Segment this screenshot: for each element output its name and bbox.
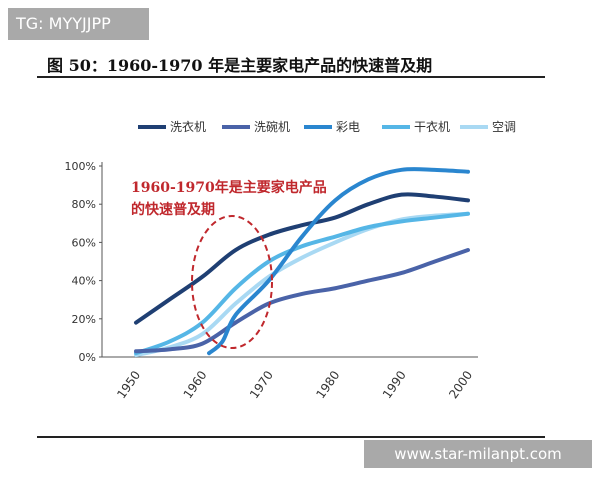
channel-tag: TG: MYYJJPP — [8, 8, 149, 40]
legend-item: 空调 — [460, 120, 516, 134]
legend-label: 彩电 — [336, 120, 360, 134]
x-tick-label: 1960 — [181, 368, 210, 401]
legend-item: 彩电 — [304, 120, 360, 134]
top-rule — [37, 76, 545, 78]
legend-item: 干衣机 — [382, 119, 450, 134]
legend-label: 洗碗机 — [254, 119, 290, 134]
watermark-banner: www.star-milanpt.com — [364, 440, 592, 468]
annotation-line-1: 1960-1970年是主要家电产品 — [131, 179, 327, 196]
x-tick-label: 2000 — [446, 368, 475, 401]
series-line-2 — [134, 248, 470, 354]
legend-label: 空调 — [492, 120, 516, 134]
y-tick-label: 0% — [79, 351, 96, 364]
bottom-rule — [37, 436, 545, 438]
annotation-line-2: 的快速普及期 — [131, 201, 215, 218]
y-tick-label: 60% — [72, 236, 96, 249]
x-tick-label: 1970 — [247, 368, 276, 401]
y-tick-label: 80% — [72, 198, 96, 211]
series-line-5 — [134, 211, 470, 358]
x-tick-label: 1990 — [380, 368, 409, 401]
y-tick-label: 100% — [65, 160, 96, 173]
chart-series — [134, 167, 470, 358]
legend-label: 干衣机 — [414, 119, 450, 134]
line-chart: 洗衣机 洗碗机 彩电 干衣机 空调 0% 20% 40% 60% 80% 100% 1950 1960… — [65, 119, 516, 401]
y-tick-label: 20% — [72, 313, 96, 326]
legend-label: 洗衣机 — [170, 119, 206, 134]
x-tick-label: 1980 — [313, 368, 342, 401]
figure-title: 图 50：1960-1970 年是主要家电产品的快速普及期 — [47, 56, 433, 75]
y-tick-label: 40% — [72, 275, 96, 288]
chart-legend: 洗衣机 洗碗机 彩电 干衣机 空调 — [138, 119, 516, 134]
series-line-4 — [134, 211, 470, 356]
series-line-1 — [134, 192, 470, 325]
legend-item: 洗碗机 — [222, 119, 290, 134]
highlight-ellipse — [191, 215, 273, 349]
legend-item: 洗衣机 — [138, 119, 206, 134]
series-line-3 — [207, 167, 470, 356]
x-tick-label: 1950 — [114, 368, 143, 401]
